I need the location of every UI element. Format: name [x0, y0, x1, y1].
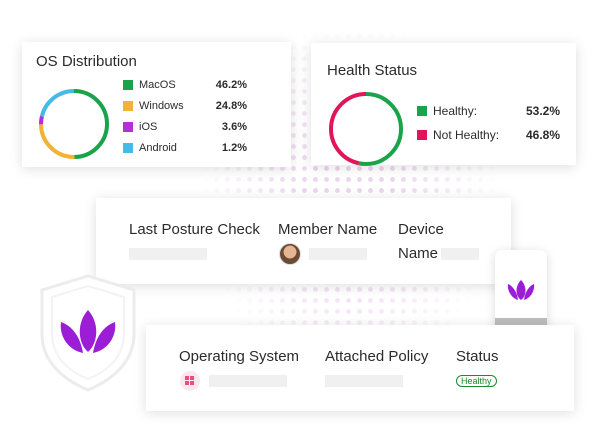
legend-value-not-healthy: 46.8% [525, 128, 560, 142]
legend-value-macos: 46.2% [215, 79, 247, 91]
donut-segment-macos [39, 89, 109, 159]
windows-icon [180, 371, 200, 391]
health-status-donut [329, 92, 403, 166]
donut-segment-windows [39, 89, 109, 159]
legend-swatch-healthy [417, 106, 427, 116]
legend-label-healthy: Healthy: [433, 104, 478, 118]
column-header-status: Status [456, 348, 499, 365]
lotus-shield-icon [40, 274, 136, 392]
donut-segment-not-healthy [329, 92, 403, 166]
health-status-title: Health Status [327, 62, 418, 79]
os-distribution-donut [39, 89, 109, 159]
legend-value-android: 1.2% [221, 142, 247, 154]
health-status-card: Health Status Healthy: 53.2% Not Healthy… [311, 43, 576, 166]
legend-value-healthy: 53.2% [525, 104, 560, 118]
legend-swatch-macos [123, 80, 133, 90]
legend-label-android: Android [139, 142, 177, 154]
placeholder-member-name [309, 248, 367, 260]
legend-value-windows: 24.8% [215, 100, 247, 112]
avatar [279, 243, 301, 265]
column-header-member-name: Member Name [278, 221, 378, 238]
placeholder-operating-system [209, 375, 287, 387]
legend-windows: Windows [123, 100, 184, 112]
legend-not-healthy: Not Healthy: [417, 128, 499, 142]
column-header-device-name: Name [398, 245, 439, 262]
column-header-last-posture-check: Last Posture Check [129, 221, 260, 238]
placeholder-device-name [441, 248, 479, 260]
legend-label-ios: iOS [139, 121, 158, 133]
legend-macos: MacOS [123, 79, 176, 91]
os-distribution-title: OS Distribution [36, 53, 137, 70]
placeholder-attached-policy [325, 375, 403, 387]
policy-table-card: Operating System Attached Policy Status … [146, 325, 574, 411]
legend-ios: iOS [123, 121, 157, 133]
status-badge: Healthy [456, 375, 497, 387]
column-header-operating-system: Operating System [179, 348, 300, 365]
member-table-card: Last Posture Check Member Name Device Na… [96, 198, 511, 284]
placeholder-last-posture-check [129, 248, 207, 260]
legend-swatch-not-healthy [417, 130, 427, 140]
legend-label-not-healthy: Not Healthy: [433, 128, 500, 142]
column-header-attached-policy: Attached Policy [325, 348, 429, 365]
legend-swatch-ios [123, 122, 133, 132]
column-header-device: Device [398, 221, 444, 238]
os-distribution-card: OS Distribution MacOS 46.2% Windows 24.8… [22, 42, 291, 167]
legend-healthy: Healthy: [417, 104, 477, 118]
legend-android: Android [123, 142, 177, 154]
legend-label-macos: MacOS [139, 79, 176, 91]
legend-label-windows: Windows [139, 100, 184, 112]
legend-value-ios: 3.6% [221, 121, 247, 133]
legend-swatch-windows [123, 101, 133, 111]
legend-swatch-android [123, 143, 133, 153]
donut-segment-ios [39, 89, 109, 159]
